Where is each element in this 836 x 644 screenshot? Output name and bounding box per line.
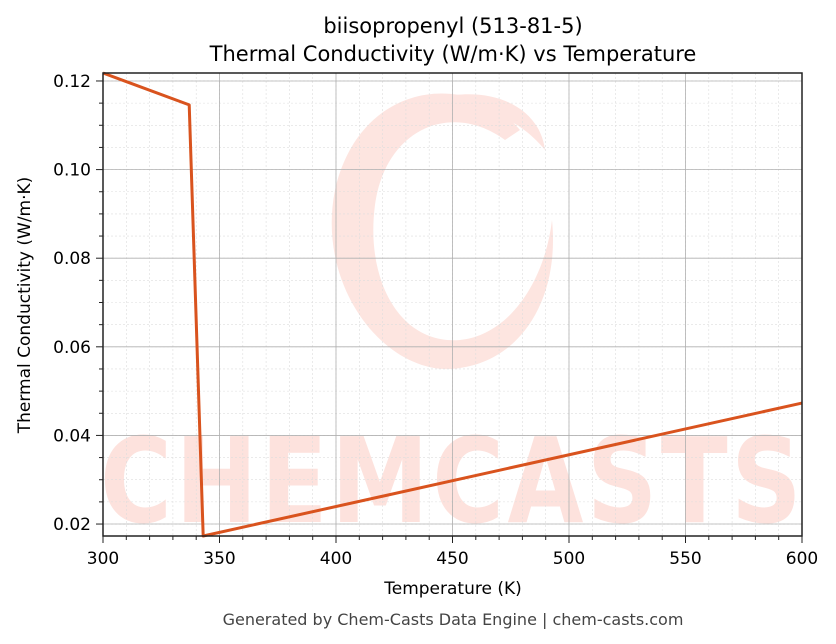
x-tick-label: 350 (203, 549, 235, 569)
y-tick-label: 0.10 (53, 161, 91, 181)
x-tick-label: 400 (320, 549, 352, 569)
x-tick-label: 450 (436, 549, 468, 569)
footer-credit: Generated by Chem-Casts Data Engine | ch… (223, 610, 684, 629)
x-tick-label: 300 (87, 549, 119, 569)
x-tick-label: 550 (669, 549, 701, 569)
y-tick-label: 0.06 (53, 338, 91, 358)
chart-title: biisopropenyl (513-81-5) (323, 14, 582, 38)
data-line-thermal-conductivity (102, 71, 803, 538)
y-tick-label: 0.04 (53, 426, 91, 446)
y-tick-label: 0.02 (53, 515, 91, 535)
x-tick-label: 600 (786, 549, 818, 569)
x-tick-label: 500 (553, 549, 585, 569)
chart-subtitle: Thermal Conductivity (W/m·K) vs Temperat… (209, 42, 697, 66)
y-axis-label: Thermal Conductivity (W/m·K) (15, 177, 35, 435)
watermark-logo-icon (331, 93, 554, 370)
y-tick-label: 0.08 (53, 249, 91, 269)
plot-area: 300 350 400 450 500 550 600 0.02 0.04 0.06 0.08 0.1… (53, 71, 818, 569)
y-tick-label: 0.12 (53, 72, 91, 92)
x-axis-label: Temperature (K) (383, 579, 522, 599)
